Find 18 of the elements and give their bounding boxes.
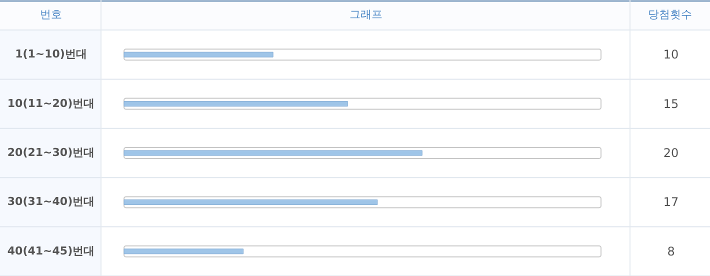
y-tick-label: 40(41~45)번대 [7, 244, 95, 258]
data-label: 15 [663, 96, 679, 111]
text: 그래프 [350, 8, 382, 21]
bar [124, 248, 244, 254]
y-tick-label: 30(31~40)번대 [7, 195, 95, 208]
data-label: 17 [663, 195, 679, 210]
data-label: 8 [667, 244, 675, 258]
bar [124, 150, 422, 156]
bar [124, 199, 378, 205]
bar [124, 101, 348, 107]
y-tick-label: 10(11~20)번대 [7, 96, 95, 110]
data-label: 10 [663, 48, 679, 62]
text: 당첨횟수 [648, 8, 692, 21]
y-axis-title: 번호 [40, 8, 62, 21]
y-tick-label: 20(21~30)번대 [7, 146, 95, 159]
data-label: 20 [663, 146, 679, 160]
bar [124, 52, 274, 58]
y-tick-label: 1(1~10)번대 [15, 48, 87, 61]
